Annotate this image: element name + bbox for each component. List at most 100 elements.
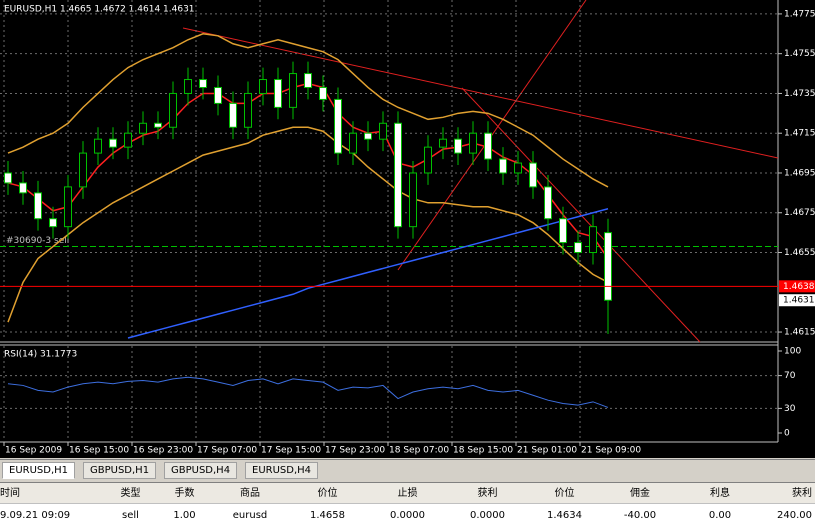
current-price-box xyxy=(779,294,815,307)
column-header[interactable]: 获利 xyxy=(792,488,812,499)
x-tick-label: 17 Sep 23:00 xyxy=(325,446,385,456)
candle-body xyxy=(364,132,372,140)
candle-body xyxy=(34,192,42,220)
y-tick-label: 1.4755 xyxy=(784,49,815,59)
candle-body xyxy=(259,79,267,94)
table-cell: 240.00 xyxy=(777,510,812,521)
rsi-line xyxy=(7,376,609,408)
x-tick-label: 16 Sep 15:00 xyxy=(69,446,129,456)
chart-tab[interactable]: GBPUSD,H1 xyxy=(83,462,157,479)
column-header[interactable]: 手数 xyxy=(174,488,195,499)
table-cell: 9.09.21 09:09 xyxy=(0,510,71,521)
chart-background xyxy=(0,0,815,458)
column-header[interactable]: 商品 xyxy=(240,488,260,499)
candle-body xyxy=(604,232,612,301)
y-tick-label: 1.4675 xyxy=(784,208,815,218)
candle-body xyxy=(244,92,252,128)
column-header[interactable]: 类型 xyxy=(120,488,141,499)
candle-body xyxy=(349,132,357,154)
y-tick-label: 70 xyxy=(784,371,796,381)
trend-line xyxy=(461,87,701,343)
x-tick-label: 21 Sep 01:00 xyxy=(517,446,577,456)
table-cell: -40.00 xyxy=(623,510,657,521)
x-tick-label: 17 Sep 07:00 xyxy=(197,446,257,456)
column-header[interactable]: 价位 xyxy=(554,488,575,499)
candle-body xyxy=(574,242,582,254)
column-header[interactable]: 止损 xyxy=(397,488,418,499)
chart-tab[interactable]: GBPUSD,H4 xyxy=(164,462,238,479)
candle-body xyxy=(289,73,297,108)
candle-body xyxy=(469,132,477,154)
rsi-title: RSI(14) 31.1773 xyxy=(4,350,77,360)
y-tick-label: 0 xyxy=(784,429,790,439)
orders-table: 时间 类型 手数 商品 价位 止损 获利 价位 佣金 利息 获利 9.09.21 09:09 sell 1… xyxy=(0,482,815,528)
candle-body xyxy=(139,122,147,134)
column-header[interactable]: 利息 xyxy=(710,488,730,499)
table-cell: 1.00 xyxy=(173,510,196,521)
indicator-line xyxy=(7,33,609,188)
table-header xyxy=(0,483,815,504)
trade-label: #30690-3 sell xyxy=(6,236,69,246)
chart-title: EURUSD,H1 1.4665 1.4672 1.4614 1.4631 xyxy=(4,5,195,15)
table-cell: 0.00 xyxy=(708,510,732,521)
x-tick-label: 18 Sep 07:00 xyxy=(389,446,449,456)
x-tick-label: 18 Sep 15:00 xyxy=(453,446,513,456)
candle-body xyxy=(529,162,537,188)
candle-body xyxy=(334,98,342,154)
candle-body xyxy=(19,182,27,194)
candle-body xyxy=(79,152,87,188)
table-cell: 0.0000 xyxy=(390,510,425,521)
column-header[interactable]: 时间 xyxy=(0,488,20,499)
table-cell: 0.0000 xyxy=(470,510,505,521)
column-header[interactable]: 佣金 xyxy=(630,488,650,499)
y-tick-label: 1.4615 xyxy=(784,328,815,338)
chart-tab[interactable]: EURUSD,H1 xyxy=(2,462,76,479)
candle-body xyxy=(169,92,177,128)
table-cell: 1.4658 xyxy=(310,510,345,521)
candle-body xyxy=(199,79,207,88)
order-price-box xyxy=(779,280,815,293)
y-tick-label: 1.4775 xyxy=(784,9,815,19)
y-tick-label: 1.4735 xyxy=(784,89,815,99)
y-tick-label: 1.4715 xyxy=(784,129,815,139)
x-tick-label: 21 Sep 09:00 xyxy=(581,446,641,456)
candle-body xyxy=(229,102,237,128)
candle-body xyxy=(64,186,72,228)
candle-body xyxy=(454,138,462,154)
candle-body xyxy=(379,122,387,140)
candle-body xyxy=(319,86,327,100)
indicator-line xyxy=(7,126,609,323)
current-price-label: 1.4631 xyxy=(783,296,815,306)
x-tick-label: 16 Sep 23:00 xyxy=(133,446,193,456)
candle-body xyxy=(589,226,597,254)
candle-body xyxy=(484,132,492,160)
candle-body xyxy=(409,172,417,228)
candle-body xyxy=(394,122,402,228)
candle-body xyxy=(514,162,522,174)
x-tick-label: 16 Sep 2009 xyxy=(5,446,62,456)
candle-body xyxy=(499,158,507,174)
candle-body xyxy=(424,146,432,174)
candle-body xyxy=(49,218,57,228)
table-cell: sell xyxy=(122,510,139,521)
candle-body xyxy=(544,186,552,220)
order-price-label: 1.4638 xyxy=(783,282,815,292)
column-header[interactable]: 价位 xyxy=(317,488,338,499)
table-cell: 1.4634 xyxy=(547,510,582,521)
candle-body xyxy=(304,73,312,88)
y-tick-label: 100 xyxy=(784,347,801,357)
x-tick-label: 17 Sep 15:00 xyxy=(261,446,321,456)
candle-body xyxy=(4,172,12,184)
candle-body xyxy=(154,122,162,128)
candle-body xyxy=(94,138,102,154)
y-tick-label: 1.4655 xyxy=(784,248,815,258)
candle-body xyxy=(109,138,117,148)
chart-tab[interactable]: EURUSD,H4 xyxy=(245,462,319,479)
y-tick-label: 30 xyxy=(784,404,796,414)
candle-body xyxy=(274,79,282,108)
candle-body xyxy=(214,86,222,104)
indicator-line xyxy=(127,208,609,339)
candle-body xyxy=(559,218,567,244)
column-header[interactable]: 获利 xyxy=(477,488,498,499)
